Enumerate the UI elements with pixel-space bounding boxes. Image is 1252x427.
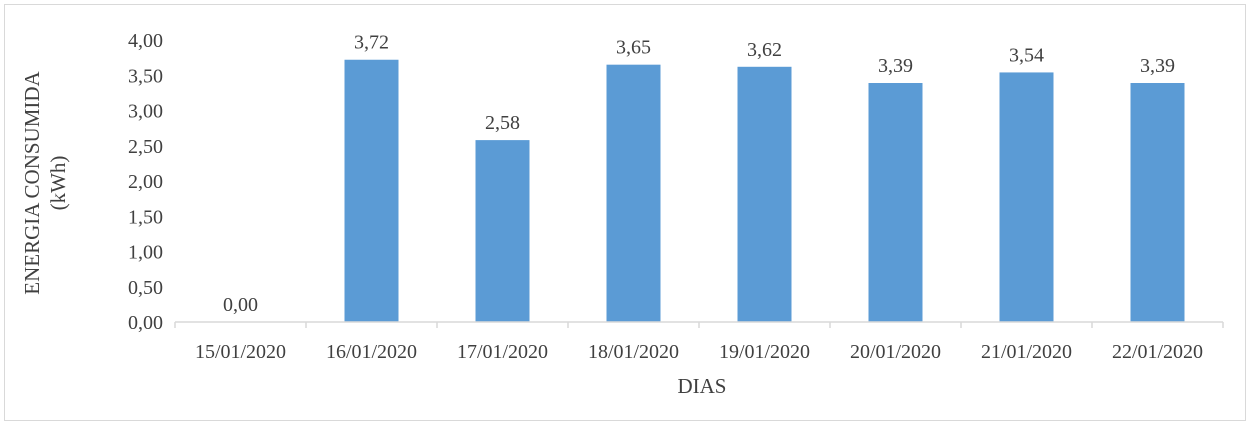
y-tick-label: 1,00	[128, 242, 163, 264]
x-tick-label: 15/01/2020	[195, 341, 286, 363]
bar	[868, 83, 923, 322]
bar	[475, 140, 530, 322]
data-label: 3,72	[354, 32, 389, 54]
y-axis-ticks: 0,00 0,50 1,00 1,50 2,00 2,50 3,00 3,50 4,00	[128, 30, 163, 334]
data-label: 3,62	[747, 39, 782, 61]
y-axis-title-line2: (kWh)	[46, 156, 70, 211]
data-label: 3,54	[1009, 44, 1044, 66]
x-tick-label: 17/01/2020	[457, 341, 548, 363]
y-tick-label: 2,50	[128, 136, 163, 158]
y-axis-title: ENERGIA CONSUMIDA (kWh)	[20, 70, 70, 294]
data-label: 3,39	[878, 55, 913, 77]
y-tick-label: 2,00	[128, 171, 163, 193]
bar-chart: ENERGIA CONSUMIDA (kWh) DIAS 0,00 0,50 1,0…	[20, 30, 1224, 398]
x-tick-label: 18/01/2020	[588, 341, 679, 363]
data-label: 0,00	[223, 294, 258, 316]
x-tick-label: 22/01/2020	[1112, 341, 1203, 363]
y-tick-label: 0,50	[128, 277, 163, 299]
x-axis-title: DIAS	[677, 374, 726, 398]
x-tick-label: 20/01/2020	[850, 341, 941, 363]
data-label: 3,65	[616, 37, 651, 59]
y-tick-label: 3,50	[128, 65, 163, 87]
y-tick-label: 4,00	[128, 30, 163, 52]
x-tick-label: 21/01/2020	[981, 341, 1072, 363]
x-axis	[174, 321, 1224, 328]
x-tick-label: 16/01/2020	[326, 341, 417, 363]
bar	[999, 72, 1054, 323]
y-tick-label: 1,50	[128, 206, 163, 228]
bar	[1130, 83, 1185, 322]
data-labels: 0,00 3,72 2,58 3,65 3,62 3,39 3,54 3,39	[223, 32, 1175, 316]
data-label: 2,58	[485, 112, 520, 134]
y-axis-title-line1: ENERGIA CONSUMIDA	[20, 70, 44, 294]
chart-frame: ENERGIA CONSUMIDA (kWh) DIAS 0,00 0,50 1,0…	[4, 4, 1246, 421]
y-tick-label: 3,00	[128, 101, 163, 123]
x-tick-label: 19/01/2020	[719, 341, 810, 363]
data-label: 3,39	[1140, 55, 1175, 77]
bar	[737, 66, 792, 322]
y-tick-label: 0,00	[128, 312, 163, 334]
bar	[344, 59, 399, 323]
bar	[606, 64, 661, 323]
bars	[344, 59, 1185, 323]
x-axis-ticks: 15/01/2020 16/01/2020 17/01/2020 18/01/2020…	[195, 341, 1203, 363]
